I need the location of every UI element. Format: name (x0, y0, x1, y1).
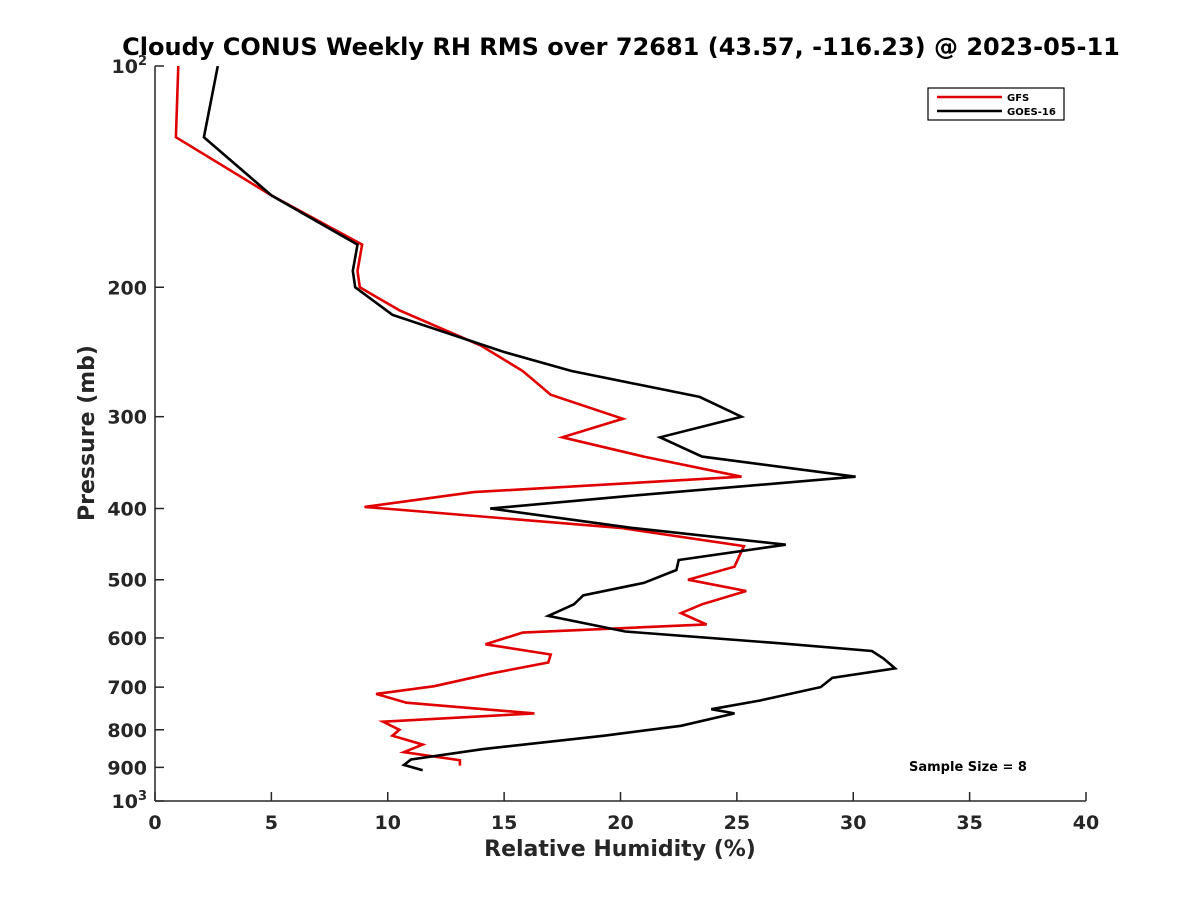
x-tick-label: 25 (724, 812, 750, 834)
x-tick-label: 5 (265, 812, 278, 834)
x-tick-label: 10 (375, 812, 401, 834)
y-tick-label: 200 (107, 277, 147, 299)
legend-box (927, 87, 1065, 121)
series-layer (174, 66, 899, 772)
x-tick-label: 20 (607, 812, 633, 834)
x-tick-label: 15 (491, 812, 517, 834)
x-tick-label: 40 (1073, 812, 1099, 834)
legend-label-goes16: GOES-16 (1007, 107, 1056, 118)
x-tick-label: 30 (840, 812, 866, 834)
y-tick-label: 800 (107, 720, 147, 742)
sample-size-annotation: Sample Size = 8 (909, 760, 1027, 775)
x-axis-label: Relative Humidity (%) (484, 837, 756, 862)
y-tick-label: 500 (107, 570, 147, 592)
series-line-goes16 (202, 66, 899, 772)
y-tick-label: 102 (112, 54, 148, 78)
y-tick-label: 300 (107, 407, 147, 429)
y-axis-label: Pressure (mb) (75, 345, 100, 521)
y-tick-label: 600 (107, 628, 147, 650)
y-tick-label: 103 (112, 789, 148, 813)
series-line-gfs (174, 66, 747, 766)
y-tick-label: 900 (107, 757, 147, 779)
x-tick-group: 0 5 10 15 20 25 30 35 40 (148, 792, 1099, 834)
legend-label-gfs: GFS (1007, 93, 1029, 104)
y-tick-label: 400 (107, 499, 147, 521)
y-tick-label: 700 (107, 677, 147, 699)
x-tick-label: 35 (956, 812, 982, 834)
legend: GFS GOES-16 (927, 87, 1065, 121)
x-tick-label: 0 (148, 812, 161, 834)
chart-title: Cloudy CONUS Weekly RH RMS over 72681 (4… (122, 33, 1120, 61)
y-tick-group: 102 200 300 400 500 600 700 800 900 103 (107, 54, 164, 813)
